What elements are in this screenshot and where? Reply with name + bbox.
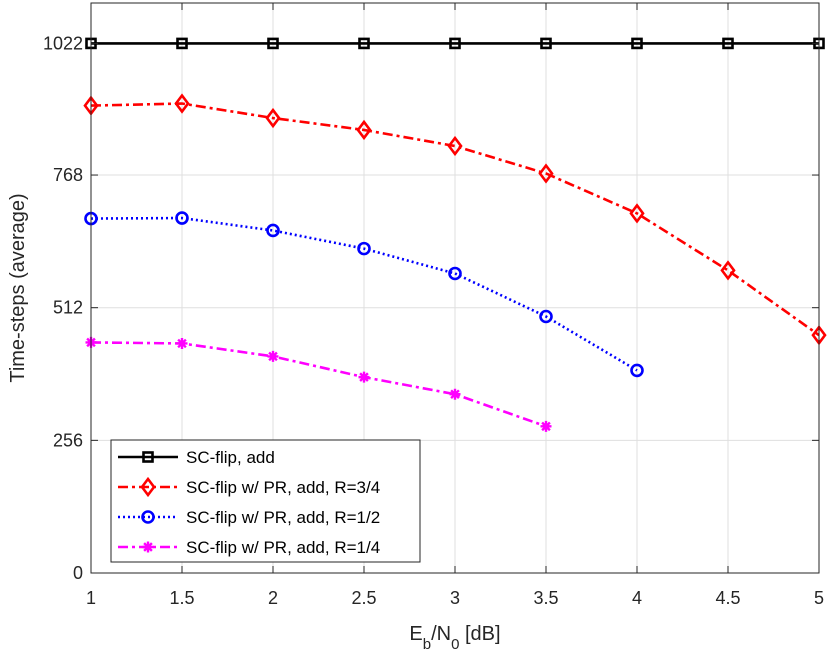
x-tick-label: 1.5 [169, 588, 194, 608]
y-axis-label: Time-steps (average) [7, 193, 29, 382]
y-tick-label: 0 [73, 563, 83, 583]
data-point-s3 [448, 266, 462, 281]
y-tick-label: 256 [53, 430, 83, 450]
data-point-s3 [266, 223, 280, 238]
series-line-2 [90, 102, 820, 337]
series-line-3 [90, 216, 638, 372]
data-point-s2 [265, 107, 281, 129]
data-point-s4 [358, 371, 370, 383]
data-point-s1 [176, 37, 188, 50]
legend-marker-1 [142, 451, 154, 463]
legend-label-1: SC-flip, add [186, 448, 275, 467]
data-point-s1 [540, 37, 552, 50]
legend-box [110, 439, 421, 563]
x-tick-label: 1 [86, 588, 96, 608]
legend-marker-3 [141, 510, 155, 524]
x-tick-label: 5 [814, 588, 824, 608]
legend-label-2: SC-flip w/ PR, add, R=3/4 [186, 478, 380, 497]
y-tick-label: 768 [53, 165, 83, 185]
legend-marker-4 [142, 541, 154, 553]
y-tick-label: 512 [53, 298, 83, 318]
legend-label-3: SC-flip w/ PR, add, R=1/2 [186, 508, 380, 527]
legend-label-4: SC-flip w/ PR, add, R=1/4 [186, 538, 380, 557]
y-tick-label: 1022 [43, 33, 83, 53]
data-point-s2 [447, 135, 463, 157]
x-tick-label: 3 [450, 588, 460, 608]
x-tick-label: 4 [632, 588, 642, 608]
x-tick-label: 2 [268, 588, 278, 608]
data-point-s1 [449, 37, 461, 50]
data-point-s1 [631, 37, 643, 50]
data-point-s4 [176, 337, 188, 349]
legend-marker-2 [140, 476, 156, 498]
data-point-s3 [539, 309, 553, 324]
tick-labels: 1 1.5 2 2.5 3 3.5 4 4.5 5 0 256 512 768 1022 [43, 33, 824, 608]
data-point-s3 [630, 363, 644, 378]
data-point-s2 [174, 93, 190, 114]
data-point-s2 [356, 119, 372, 141]
x-tick-label: 3.5 [533, 588, 558, 608]
data-point-s2 [629, 203, 645, 224]
data-point-s2 [720, 260, 736, 281]
data-point-s1 [358, 37, 370, 50]
data-point-s3 [357, 241, 371, 256]
series-lines [90, 42, 820, 428]
x-tick-label: 2.5 [351, 588, 376, 608]
data-point-s3 [175, 211, 189, 225]
data-point-s4 [540, 420, 552, 432]
data-point-s2 [538, 163, 554, 184]
x-tick-label: 4.5 [715, 588, 740, 608]
data-point-s1 [722, 37, 734, 50]
series-line-4 [90, 341, 547, 428]
data-point-s4 [449, 388, 461, 400]
data-point-s4 [267, 350, 279, 362]
legend: SC-flip, add SC-flip w/ PR, add, R=3/4 SC-… [110, 439, 421, 563]
data-point-s1 [267, 37, 279, 50]
x-axis-label: Eb/N0 [dB] [409, 623, 500, 651]
axis-ticks [90, 3, 820, 574]
